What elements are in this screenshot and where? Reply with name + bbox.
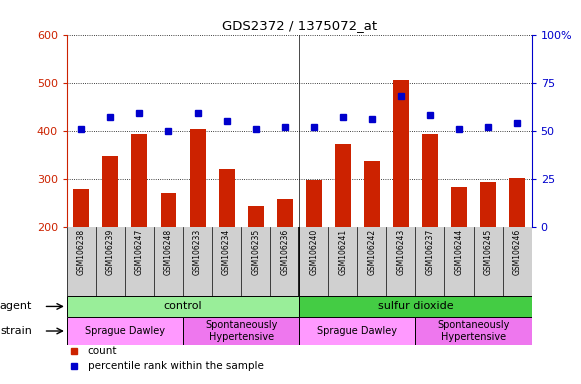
Bar [299, 296, 532, 317]
Bar [422, 134, 438, 227]
Text: percentile rank within the sample: percentile rank within the sample [88, 361, 264, 371]
Text: GSM106247: GSM106247 [135, 228, 144, 275]
Title: GDS2372 / 1375072_at: GDS2372 / 1375072_at [222, 19, 376, 32]
Text: Spontaneously
Hypertensive: Spontaneously Hypertensive [437, 320, 510, 342]
Text: strain: strain [0, 326, 32, 336]
Text: GSM106238: GSM106238 [77, 228, 86, 275]
Text: GSM106240: GSM106240 [309, 228, 318, 275]
Text: control: control [164, 301, 202, 311]
Text: GSM106239: GSM106239 [106, 228, 115, 275]
Bar [306, 179, 322, 227]
Bar [102, 156, 119, 227]
Text: GSM106243: GSM106243 [396, 228, 406, 275]
Bar [364, 161, 380, 227]
Text: Sprague Dawley: Sprague Dawley [85, 326, 165, 336]
Text: GSM106242: GSM106242 [367, 228, 376, 275]
Text: GSM106235: GSM106235 [251, 228, 260, 275]
Bar [67, 317, 183, 345]
Text: GSM106233: GSM106233 [193, 228, 202, 275]
Text: GSM106236: GSM106236 [280, 228, 289, 275]
Text: sulfur dioxide: sulfur dioxide [378, 301, 453, 311]
Text: Sprague Dawley: Sprague Dawley [317, 326, 397, 336]
Text: GSM106234: GSM106234 [222, 228, 231, 275]
Bar [67, 296, 299, 317]
Text: agent: agent [0, 301, 32, 311]
Bar [277, 199, 293, 227]
Bar [189, 129, 206, 227]
Text: GSM106246: GSM106246 [512, 228, 522, 275]
Bar [218, 169, 235, 227]
Bar [451, 187, 467, 227]
Bar [183, 317, 299, 345]
Text: GSM106237: GSM106237 [425, 228, 435, 275]
Text: GSM106245: GSM106245 [483, 228, 493, 275]
Bar [415, 317, 532, 345]
Bar [131, 134, 148, 227]
Text: GSM106248: GSM106248 [164, 228, 173, 275]
Text: GSM106241: GSM106241 [338, 228, 347, 275]
Text: GSM106244: GSM106244 [454, 228, 464, 275]
Bar [509, 177, 525, 227]
Text: count: count [88, 346, 117, 356]
Text: Spontaneously
Hypertensive: Spontaneously Hypertensive [205, 320, 277, 342]
Bar [335, 144, 351, 227]
Bar [73, 189, 89, 227]
Bar [480, 182, 496, 227]
Bar [160, 193, 177, 227]
Bar [299, 317, 415, 345]
Bar [248, 206, 264, 227]
Bar [393, 80, 409, 227]
